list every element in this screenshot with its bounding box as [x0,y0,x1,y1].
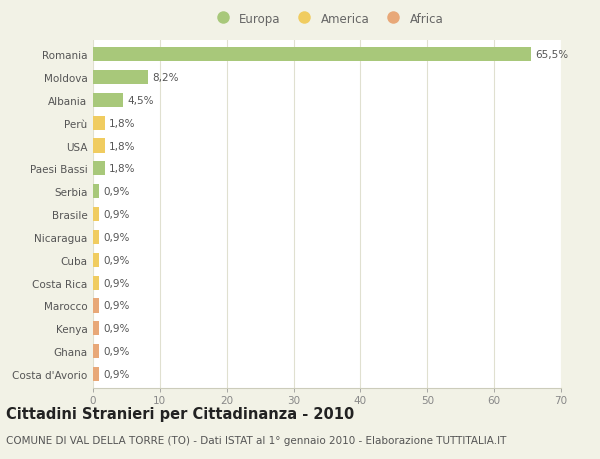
Text: 1,8%: 1,8% [109,141,136,151]
Text: 0,9%: 0,9% [103,369,130,379]
Bar [93,94,123,108]
Text: COMUNE DI VAL DELLA TORRE (TO) - Dati ISTAT al 1° gennaio 2010 - Elaborazione TU: COMUNE DI VAL DELLA TORRE (TO) - Dati IS… [6,435,506,445]
Text: 0,9%: 0,9% [103,187,130,197]
Text: 0,9%: 0,9% [103,324,130,334]
Bar [93,253,99,267]
Bar [93,344,99,358]
Legend: Europa, America, Africa: Europa, America, Africa [211,12,443,26]
Bar [93,185,99,199]
Text: 4,5%: 4,5% [127,95,154,106]
Bar [93,116,105,130]
Text: Cittadini Stranieri per Cittadinanza - 2010: Cittadini Stranieri per Cittadinanza - 2… [6,406,354,421]
Text: 0,9%: 0,9% [103,278,130,288]
Text: 0,9%: 0,9% [103,232,130,242]
Bar [93,321,99,336]
Bar [93,276,99,290]
Text: 65,5%: 65,5% [535,50,568,60]
Bar [93,367,99,381]
Text: 1,8%: 1,8% [109,164,136,174]
Bar [93,230,99,245]
Bar [93,139,105,153]
Text: 1,8%: 1,8% [109,118,136,129]
Bar [93,207,99,222]
Text: 0,9%: 0,9% [103,347,130,356]
Text: 8,2%: 8,2% [152,73,178,83]
Text: 0,9%: 0,9% [103,255,130,265]
Bar [93,162,105,176]
Bar [93,71,148,85]
Bar [93,299,99,313]
Text: 0,9%: 0,9% [103,210,130,219]
Bar [93,48,531,62]
Text: 0,9%: 0,9% [103,301,130,311]
